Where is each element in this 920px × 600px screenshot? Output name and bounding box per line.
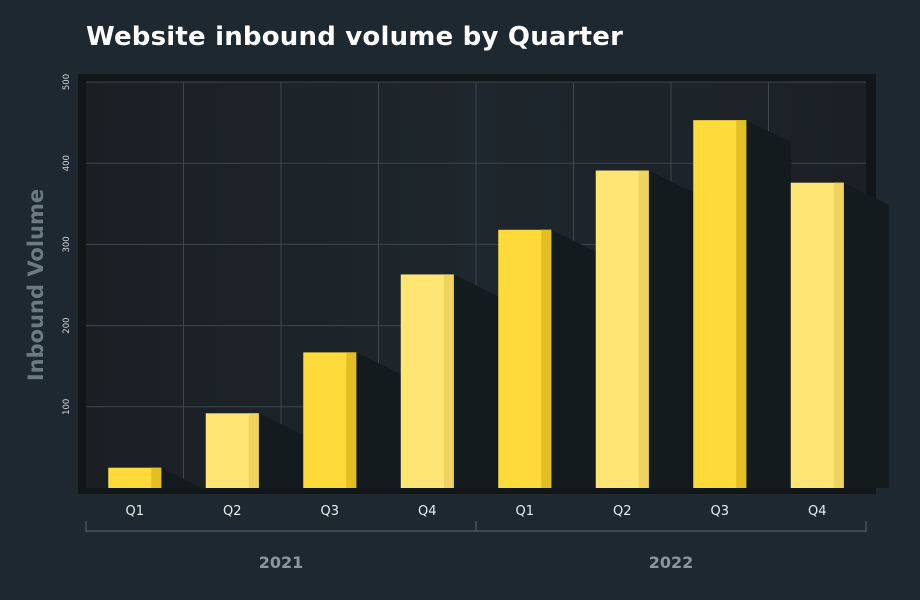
- bar-side: [736, 120, 747, 488]
- group-label-2021: 2021: [259, 553, 304, 572]
- bar-shadow: [648, 170, 694, 488]
- bar-q1-0: [108, 467, 162, 488]
- x-tick-label: Q3: [320, 504, 339, 519]
- x-tick-label: Q1: [125, 504, 144, 519]
- bar-shadow: [843, 182, 889, 489]
- bar-shadows: [161, 120, 889, 490]
- bars: [108, 120, 844, 489]
- group-bracket: [85, 521, 477, 532]
- bar-shadow: [258, 413, 304, 488]
- chart-title: Website inbound volume by Quarter: [86, 22, 624, 52]
- bar-side: [833, 182, 844, 489]
- bar-shadow: [551, 229, 597, 488]
- group-bracket: [475, 521, 867, 532]
- x-tick-label: Q4: [418, 504, 437, 519]
- bar-shadow: [453, 274, 499, 488]
- x-tick-label: Q2: [223, 504, 242, 519]
- x-tick-label: Q2: [613, 504, 632, 519]
- x-tick-label: Q1: [515, 504, 534, 519]
- group-brackets: 2021 2022: [85, 521, 867, 572]
- y-tick-label: 100: [62, 399, 72, 415]
- y-tick-labels: 100 200 300 400 500: [62, 74, 72, 415]
- x-tick-labels: Q1 Q2 Q3 Q4 Q1 Q2 Q3 Q4: [125, 504, 826, 519]
- bar-side: [248, 413, 259, 488]
- y-axis-label: Inbound Volume: [24, 189, 48, 381]
- group-label-2022: 2022: [649, 553, 694, 572]
- y-tick-label: 300: [62, 236, 72, 252]
- y-tick-label: 200: [62, 317, 72, 333]
- bar-side: [346, 352, 357, 488]
- bar-side: [541, 229, 552, 488]
- bar-side: [638, 170, 649, 488]
- y-tick-label: 500: [62, 74, 72, 90]
- bar-shadow: [161, 467, 207, 490]
- x-tick-label: Q3: [710, 504, 729, 519]
- bar-side: [151, 467, 162, 488]
- bar-shadow: [356, 352, 402, 488]
- y-tick-label: 400: [62, 155, 72, 171]
- bar-shadow: [746, 120, 792, 488]
- x-tick-label: Q4: [808, 504, 827, 519]
- bar-side: [443, 274, 454, 488]
